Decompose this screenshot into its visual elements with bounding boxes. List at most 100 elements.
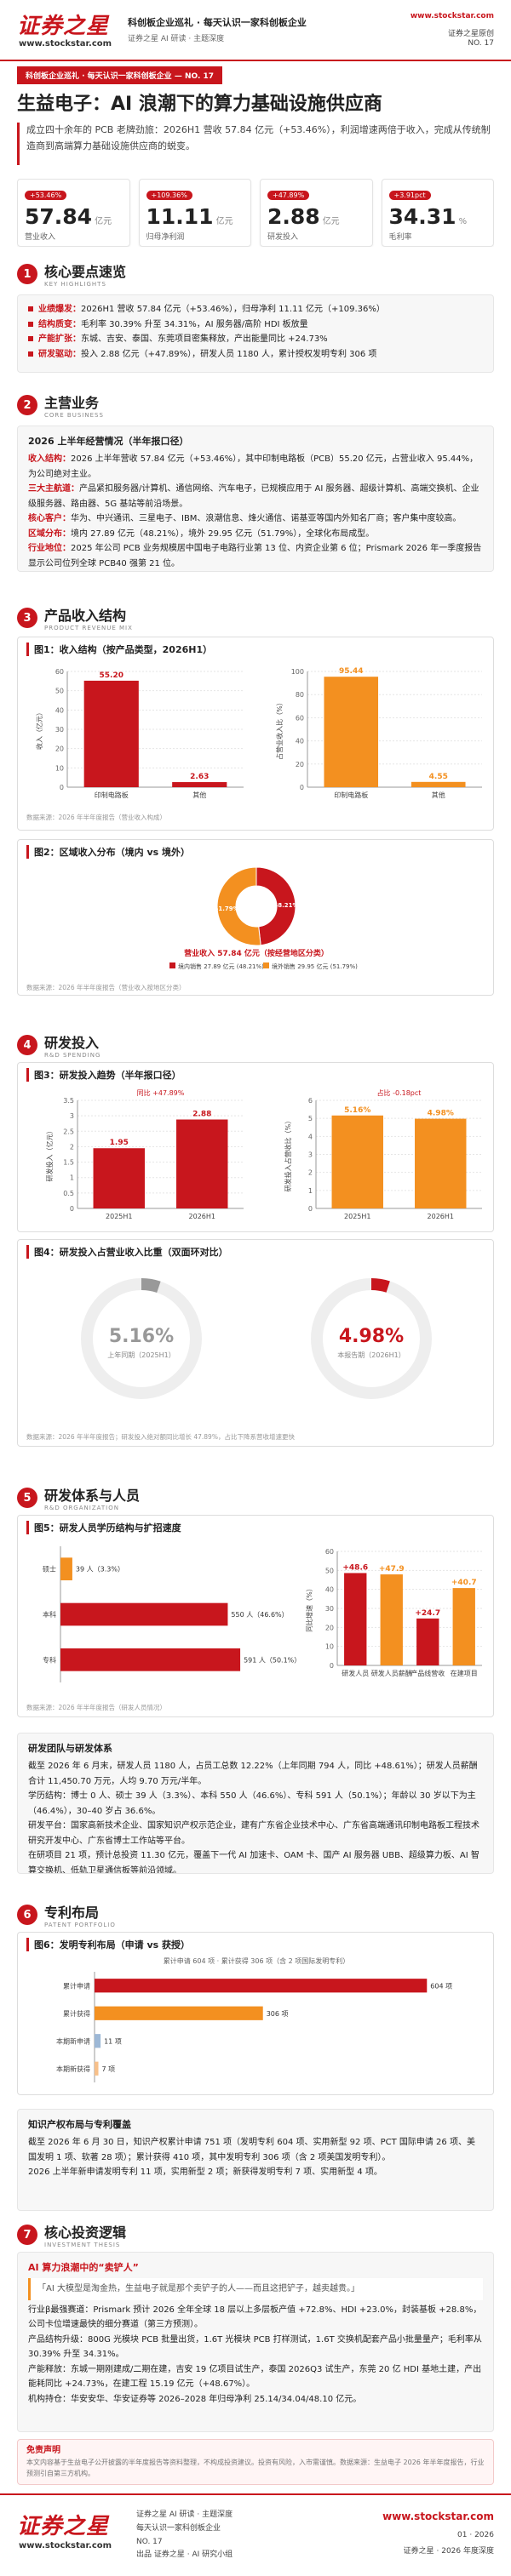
kpi-unit: 亿元: [322, 217, 340, 226]
x-tick-label: 印制电路板: [334, 791, 368, 799]
section-en: CORE BUSINESS: [44, 412, 104, 419]
kpi-card: +53.46% 57.84 亿元营业收入: [17, 179, 130, 247]
legend-label: 境外销售 29.95 亿元 (51.79%): [272, 962, 358, 970]
section-number: 2: [17, 395, 37, 415]
bar: [331, 1115, 383, 1208]
legend-swatch: [169, 962, 175, 968]
kpi-label: 营业收入: [25, 233, 56, 242]
footer: 证券之星 www.stockstar.com 证券之星 AI 研读 · 主题深度…: [0, 2493, 511, 2576]
section-head: 6 专利布局 PATENT PORTFOLIO: [17, 1898, 494, 1932]
y-tick-label: 累计申请: [63, 1981, 90, 1990]
text: 东城、吉安、泰国、东莞项目密集释放，产出能量同比 +24.73%: [81, 334, 328, 344]
caption: 营业收入 57.84 亿元（按经营地区分类）: [184, 948, 329, 958]
y-axis-label: 同比增速（%）: [305, 1585, 313, 1632]
y-tick-label: 40: [325, 1586, 334, 1594]
key: 收入结构：: [28, 454, 71, 465]
y-tick-label: 20: [55, 745, 64, 753]
section-title: 核心投资逻辑: [44, 2225, 127, 2241]
x-tick-label: 2026H1: [189, 1213, 215, 1220]
kpi-number: 34.31: [388, 204, 456, 229]
y-tick-label: 2: [308, 1169, 313, 1177]
bar: [95, 2061, 99, 2076]
brand: 证券之星: [17, 2514, 110, 2539]
value-label: 4.98%: [428, 1110, 454, 1118]
bar: [324, 677, 379, 787]
section-en: PATENT PORTFOLIO: [44, 1922, 116, 1928]
kpi-value: 11.11 亿元: [146, 204, 244, 229]
section-head: 5 研发体系与人员 R&D ORGANIZATION: [17, 1481, 494, 1515]
annotation: 占比 -0.18pct: [377, 1088, 422, 1097]
y-tick-label: 专科: [43, 1655, 56, 1664]
text: 投入 2.88 亿元（+47.89%），研发人员 1180 人，累计授权发明专利…: [81, 349, 377, 359]
bar: [380, 1574, 403, 1665]
kpi-value: 2.88 亿元: [267, 204, 365, 229]
paragraph: 机构持仓：华安安华、华安证券等 2026–2028 年归母净利 25.14/34…: [28, 2394, 362, 2404]
header-line: 科创板企业巡礼 · 每天认识一家科创板企业: [128, 17, 307, 28]
figure: 图4：研发投入占营业收入比重（双面环对比） 5.16% 上年同期（2025H1） 4…: [17, 1239, 494, 1447]
y-tick-label: 累计获得: [63, 2009, 90, 2018]
y-tick-label: 5: [308, 1115, 313, 1122]
y-axis-label: 收入（亿元）: [35, 709, 43, 750]
paragraph: 2026 上半年新申请发明专利 11 项，实用新型 2 项；新获得发明专利 7 …: [28, 2168, 382, 2178]
bar: [93, 1148, 145, 1208]
value-label: +47.9: [379, 1565, 405, 1574]
y-tick-label: 1.5: [63, 1159, 74, 1167]
header: 证券之星 www.stockstar.com 科创板企业巡礼 · 每天认识一家科…: [0, 0, 511, 61]
text: 产品紧扣服务器/计算机、通信网络、汽车电子，已规模应用于 AI 服务器、超级计算…: [28, 484, 479, 509]
y-tick-label: 100: [291, 668, 304, 676]
paragraph: 截至 2026 年 6 月末，研发人员 1180 人，占员工总数 12.22%（…: [28, 1762, 478, 1786]
bar: [176, 1119, 228, 1208]
section-number: 1: [17, 264, 37, 284]
value-label: +24.7: [415, 1609, 440, 1618]
bar: [60, 1648, 241, 1671]
section-en: KEY HIGHLIGHTS: [44, 281, 106, 288]
bar: [60, 1602, 228, 1626]
y-tick-label: 0: [70, 1205, 74, 1213]
kpi-unit: 亿元: [215, 217, 233, 226]
value-label: 550 人（46.6%）: [231, 1611, 288, 1619]
value-label: 55.20: [100, 671, 123, 680]
bar: [95, 2034, 101, 2048]
bullet: 产能扩张：东城、吉安、泰国、东莞项目密集释放，产出能量同比 +24.73%: [28, 332, 483, 347]
y-tick-label: 4: [308, 1133, 313, 1140]
figure: 图1：收入结构（按产品类型，2026H1） 0 10 20 30 40 50 60 收入（亿元…: [17, 637, 494, 831]
y-tick-label: 本期新获得: [56, 2065, 90, 2073]
kpi-number: 57.84: [25, 204, 93, 229]
y-tick-label: 0.5: [63, 1190, 74, 1197]
subheading: 2026 上半年经营情况（半年报口径）: [28, 436, 189, 447]
x-tick-label: 研发人员: [342, 1669, 369, 1677]
section-title: 研发投入: [44, 1035, 100, 1051]
footer-line: 出品 证券之星 · AI 研究小组: [136, 2550, 233, 2560]
y-axis-label: 占营业收入比（%）: [275, 699, 284, 760]
note: 数据来源：2026 年半年度报告（营业收入按地区分类）: [26, 984, 186, 991]
y-tick-label: 0: [300, 784, 304, 791]
bar: [60, 1557, 72, 1580]
figure-title: 图6：发明专利布局（申请 vs 获授）: [26, 1938, 485, 1951]
paragraph: 在研项目 21 项，预计总投资 11.30 亿元，覆盖下一代 AI 加速卡、OA…: [28, 1851, 479, 1874]
bar: [415, 1118, 467, 1208]
x-tick-label: 2025H1: [106, 1213, 132, 1220]
kpi-number: 11.11: [146, 204, 214, 229]
value-label: 39 人（3.3%）: [76, 1566, 124, 1574]
section-en: R&D ORGANIZATION: [44, 1505, 119, 1511]
section-title: 产品收入结构: [44, 608, 127, 624]
figure: 图2：区域收入分布（境内 vs 境外） 48.21% 境内销售 27.89 亿元 …: [17, 839, 494, 996]
text: 毛利率 30.39% 升至 34.31%，AI 服务器/高阶 HDI 板放量: [81, 319, 308, 329]
ring-value: [371, 1278, 390, 1293]
kpi-badge: +53.46%: [25, 191, 67, 200]
business: 2026 上半年经营情况（半年报口径） 收入结构：2026 上半年营收 57.84…: [17, 426, 494, 572]
bar: [83, 680, 139, 787]
key: 核心客户：: [28, 514, 71, 524]
y-tick-label: 20: [325, 1624, 334, 1631]
paragraph: 行业地位：2025 年公司 PCB 业务规模居中国电子电路行业第 13 位、内资…: [28, 541, 483, 571]
y-tick-label: 60: [296, 714, 304, 722]
title: 生益电子：AI 浪潮下的算力基础设施供应商: [17, 94, 382, 115]
y-tick-label: 3.5: [63, 1097, 74, 1105]
x-tick-label: 2025H1: [344, 1213, 370, 1220]
y-tick-label: 60: [55, 668, 64, 676]
key: 行业地位：: [28, 544, 71, 554]
kpi-value: 57.84 亿元: [25, 204, 123, 229]
section-en: PRODUCT REVENUE MIX: [44, 625, 133, 631]
